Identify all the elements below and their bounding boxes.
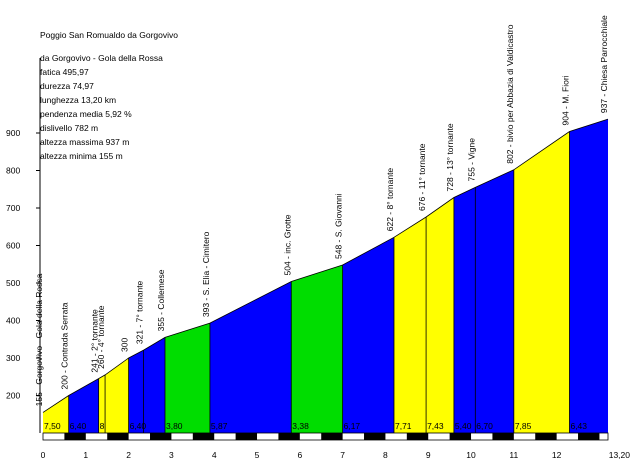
marker-label: 676 - 11° tornante (417, 143, 427, 211)
gradient-label: 7,71 (395, 421, 412, 431)
gradient-label: 6,70 (476, 421, 493, 431)
gradient-segment (569, 119, 608, 433)
gradient-segments (42, 118, 609, 434)
y-tick-label: 600 (6, 241, 20, 251)
km-bar-block (578, 433, 600, 440)
km-bar-block (449, 433, 472, 440)
marker-label: 622 - 8° tornante (385, 168, 395, 232)
marker-label: 321 - 7° tornante (135, 280, 145, 344)
km-bar-block (406, 433, 429, 440)
km-bar-block (235, 433, 258, 440)
info-line-lunghezza: lunghezza 13,20 km (40, 95, 117, 105)
gradient-segment (394, 217, 427, 433)
gradient-label: 3,38 (292, 421, 309, 431)
kilometer-bar (42, 432, 609, 441)
km-bar-block (278, 433, 300, 440)
km-bar-block (107, 433, 129, 440)
x-tick-label: 6 (297, 450, 302, 460)
km-bar-block (192, 433, 215, 440)
x-tick-label: 11 (509, 450, 518, 460)
x-axis-ticks: 0 1 2 3 4 5 6 7 8 9 10 11 12 13,20 (41, 450, 631, 460)
km-bar-block (64, 433, 86, 440)
gradient-segment (128, 337, 165, 433)
km-bar-block (492, 433, 514, 440)
x-tick-label: 4 (212, 450, 217, 460)
chart-title: Poggio San Romualdo da Gorgovivo (40, 30, 178, 40)
gradient-segment (68, 378, 99, 433)
x-tick-label: 12 (552, 450, 562, 460)
gradient-label: 5,40 (455, 421, 472, 431)
gradient-segment (426, 197, 454, 433)
marker-label: 728 - 13° tornante (445, 123, 455, 191)
marker-label: 241 - 2° tornante (90, 309, 100, 373)
km-bar-block (364, 433, 386, 440)
km-bar-block (535, 433, 557, 440)
y-tick-label: 700 (6, 203, 20, 213)
info-line-fatica: fatica 495,97 (40, 67, 89, 77)
marker-label: 200 - Contrada Serrata (60, 302, 70, 389)
gradient-label: 7,85 (515, 421, 532, 431)
y-tick-label: 900 (6, 128, 20, 138)
marker-label: 937 - Chiesa Parrocchiale (599, 15, 609, 113)
y-tick-label: 300 (6, 353, 20, 363)
gradient-segment (513, 131, 570, 433)
gradient-segment (43, 395, 69, 433)
gradient-label: 3,80 (166, 421, 183, 431)
gradient-label: 7,43 (427, 421, 444, 431)
y-tick-label: 500 (6, 278, 20, 288)
gradient-label: 8 (100, 421, 105, 431)
info-line-pendenza: pendenza media 5,92 % (40, 109, 132, 119)
gradient-label: 6,17 (344, 421, 361, 431)
gradient-segment (342, 237, 394, 433)
gradient-segment (291, 265, 343, 433)
x-tick-label: 9 (426, 450, 431, 460)
gradient-label: 6,40 (130, 421, 147, 431)
info-line-dislivello: dislivello 782 m (40, 123, 99, 133)
x-tick-label: 7 (340, 450, 345, 460)
gradient-label: 5,87 (211, 421, 228, 431)
gradient-label: 6,40 (70, 421, 87, 431)
marker-label: 300 (120, 338, 130, 352)
x-tick-label: 1 (83, 450, 88, 460)
x-tick-label: 8 (383, 450, 388, 460)
x-tick-label: 2 (126, 450, 131, 460)
x-tick-label: 5 (255, 450, 260, 460)
y-tick-label: 200 (6, 391, 20, 401)
marker-label: 802 - bivio per Abbazia di Valdicastro (505, 24, 515, 164)
info-line-route: da Gorgovivo - Gola della Rossa (40, 53, 163, 63)
marker-label: 393 - S. Elia - Cimitero (201, 231, 211, 317)
x-tick-label: 0 (41, 450, 46, 460)
marker-label: 155 - Gorgovivo - Gola della Rossa (34, 273, 44, 406)
gradient-segment (165, 323, 210, 433)
km-bar-block (321, 433, 343, 440)
info-line-durezza: durezza 74,97 (40, 81, 94, 91)
marker-label: 548 - S. Giovanni (334, 193, 344, 259)
x-tick-label: 3 (169, 450, 174, 460)
marker-label: 504 - inc. Grotte (282, 214, 292, 275)
marker-label: 260 - 4° tornante (96, 305, 106, 369)
y-tick-label: 400 (6, 316, 20, 326)
gradient-segment (98, 358, 129, 433)
x-tick-label: 10 (466, 450, 476, 460)
gradient-labels: 7,50 6,40 8 6,40 3,80 5,87 3,38 6,17 7,71 7,43 5,4… (44, 421, 587, 431)
marker-label: 904 - M. Fiori (560, 75, 570, 125)
y-tick-label: 800 (6, 166, 20, 176)
marker-label: 355 - Collemese (156, 269, 166, 331)
gradient-segment (475, 169, 514, 434)
gradient-label: 7,50 (44, 421, 61, 431)
waypoint-markers: 155 - Gorgovivo - Gola della Rossa 200 - … (34, 15, 609, 433)
info-line-altezza-massima: altezza massima 937 m (40, 137, 130, 147)
gradient-segment (453, 187, 476, 433)
gradient-segment (209, 281, 292, 433)
y-axis: 200 300 400 500 600 700 800 900 (6, 58, 41, 433)
gradient-label: 6,43 (570, 421, 587, 431)
marker-label: 755 - Vigne (466, 138, 476, 182)
x-tick-label: 13,20 (609, 450, 631, 460)
km-bar-block (150, 433, 172, 440)
info-line-altezza-minima: altezza minima 155 m (40, 151, 123, 161)
